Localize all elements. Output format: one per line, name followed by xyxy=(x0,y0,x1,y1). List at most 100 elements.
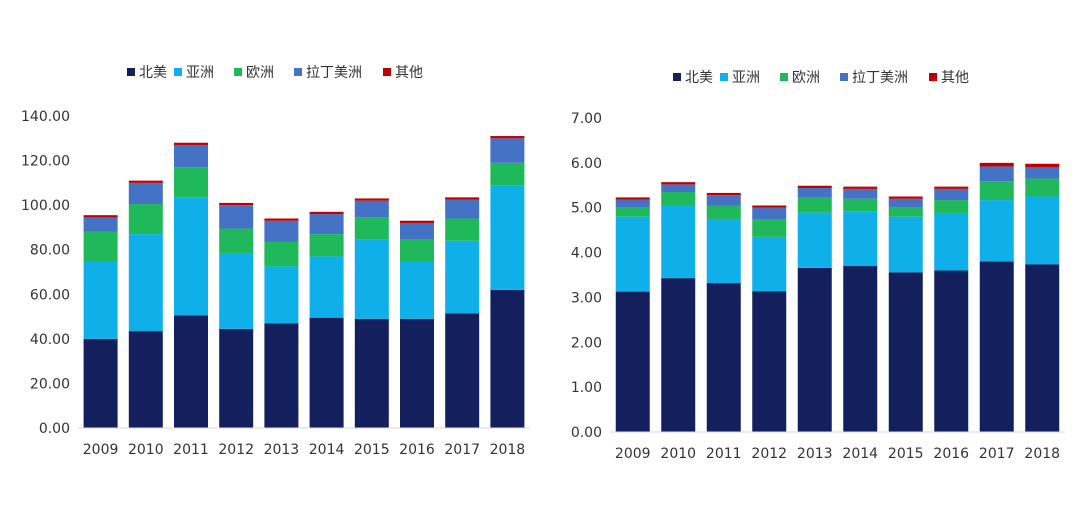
x-tick-label: 2012 xyxy=(218,442,254,458)
y-tick-label: 80.00 xyxy=(30,243,70,259)
legend-swatch xyxy=(840,73,848,81)
x-tick-label: 2009 xyxy=(83,442,119,458)
bar-segment xyxy=(979,261,1014,432)
legend-label: 其他 xyxy=(395,65,423,81)
bar-segment xyxy=(797,212,832,268)
bar-segment xyxy=(1025,163,1060,168)
y-tick-label: 0.00 xyxy=(571,425,602,441)
legend-label: 北美 xyxy=(685,70,713,86)
bar-segment xyxy=(354,217,389,240)
bar-segment xyxy=(888,216,923,273)
bar-segment xyxy=(1025,264,1060,432)
bar-segment xyxy=(843,186,878,189)
bar-segment xyxy=(888,207,923,217)
y-tick-label: 120.00 xyxy=(21,154,70,170)
x-tick-label: 2009 xyxy=(615,446,651,462)
bar-segment xyxy=(661,205,696,279)
x-tick-label: 2016 xyxy=(399,442,435,458)
legend-swatch xyxy=(720,73,728,81)
bar-segment xyxy=(400,318,434,428)
y-tick-label: 6.00 xyxy=(571,156,602,172)
bar-segment xyxy=(843,188,878,199)
left-stacked-bar-chart: 北美 亚洲 欧洲 拉丁美洲 其他 0.00 20.00 40.00 60.00 80.00 100… xyxy=(21,65,530,458)
y-tick-label: 100.00 xyxy=(21,198,70,214)
legend: 北美 亚洲 欧洲 拉丁美洲 其他 xyxy=(127,65,423,81)
legend-swatch xyxy=(929,73,937,81)
bar-segment xyxy=(354,200,389,218)
bar-segment xyxy=(797,185,832,188)
bar-segment xyxy=(934,270,969,432)
bar-segment xyxy=(979,166,1014,182)
bar-segment xyxy=(264,266,299,324)
bar-segment xyxy=(797,197,832,213)
bar-segment xyxy=(934,186,969,189)
bar-segment xyxy=(752,207,787,220)
bar-segment xyxy=(661,182,696,185)
bar-segment xyxy=(445,197,480,200)
bar-segment xyxy=(615,199,650,208)
bar-segment xyxy=(264,241,299,267)
y-tick-label: 3.00 xyxy=(571,290,602,306)
bar-segment xyxy=(934,213,969,271)
bar-segment xyxy=(309,317,344,428)
right-stacked-bar-chart: 北美 亚洲 欧洲 拉丁美洲 其他 0.00 1.00 2.00 3.00 4.00 5.00 6.0… xyxy=(571,70,1065,462)
bars xyxy=(83,136,525,428)
legend-swatch xyxy=(673,73,681,81)
bar-segment xyxy=(309,214,344,235)
y-tick-label: 2.00 xyxy=(571,335,602,351)
x-tick-label: 2018 xyxy=(1024,446,1060,462)
bar-segment xyxy=(354,239,389,319)
legend-label: 拉丁美洲 xyxy=(306,65,362,81)
bar-segment xyxy=(264,220,299,242)
bar-segment xyxy=(174,197,208,316)
x-tick-label: 2011 xyxy=(706,446,742,462)
legend-label: 其他 xyxy=(941,70,969,86)
bar-segment xyxy=(219,253,254,329)
bar-segment xyxy=(445,199,480,219)
legend-swatch xyxy=(234,68,242,76)
x-tick-label: 2017 xyxy=(979,446,1015,462)
bar-segment xyxy=(83,215,118,218)
x-tick-label: 2017 xyxy=(444,442,480,458)
y-tick-label: 4.00 xyxy=(571,246,602,262)
bar-segment xyxy=(706,192,741,196)
legend-swatch xyxy=(294,68,302,76)
x-tick-label: 2013 xyxy=(797,446,833,462)
bar-segment xyxy=(752,291,787,432)
y-tick-label: 5.00 xyxy=(571,201,602,217)
y-tick-label: 0.00 xyxy=(39,421,70,437)
bar-segment xyxy=(797,187,832,198)
bar-segment xyxy=(445,313,480,428)
bar-segment xyxy=(706,218,741,284)
bar-segment xyxy=(264,323,299,428)
bar-segment xyxy=(615,291,650,432)
bar-segment xyxy=(354,198,389,201)
x-tick-label: 2015 xyxy=(354,442,390,458)
legend: 北美 亚洲 欧洲 拉丁美洲 其他 xyxy=(673,70,969,86)
bar-segment xyxy=(490,136,525,139)
legend-label: 亚洲 xyxy=(186,65,214,81)
bar-segment xyxy=(219,228,254,254)
bar-segment xyxy=(706,205,741,219)
bar-segment xyxy=(400,239,434,262)
bar-segment xyxy=(1025,196,1060,265)
y-tick-label: 20.00 xyxy=(30,376,70,392)
bar-segment xyxy=(128,180,163,183)
bar-segment xyxy=(934,200,969,214)
bar-segment xyxy=(706,195,741,206)
bar-segment xyxy=(128,182,163,205)
bar-segment xyxy=(797,267,832,432)
bar-segment xyxy=(661,278,696,432)
bar-segment xyxy=(219,202,254,206)
bar-segment xyxy=(219,328,254,428)
legend-label: 欧洲 xyxy=(246,65,274,81)
bar-segment xyxy=(1025,167,1060,179)
bar-segment xyxy=(979,162,1014,167)
bar-segment xyxy=(309,211,344,215)
bar-segment xyxy=(309,256,344,318)
legend-swatch xyxy=(780,73,788,81)
bar-segment xyxy=(661,184,696,193)
bar-segment xyxy=(174,144,208,168)
x-tick-label: 2012 xyxy=(751,446,787,462)
bar-segment xyxy=(128,204,163,235)
